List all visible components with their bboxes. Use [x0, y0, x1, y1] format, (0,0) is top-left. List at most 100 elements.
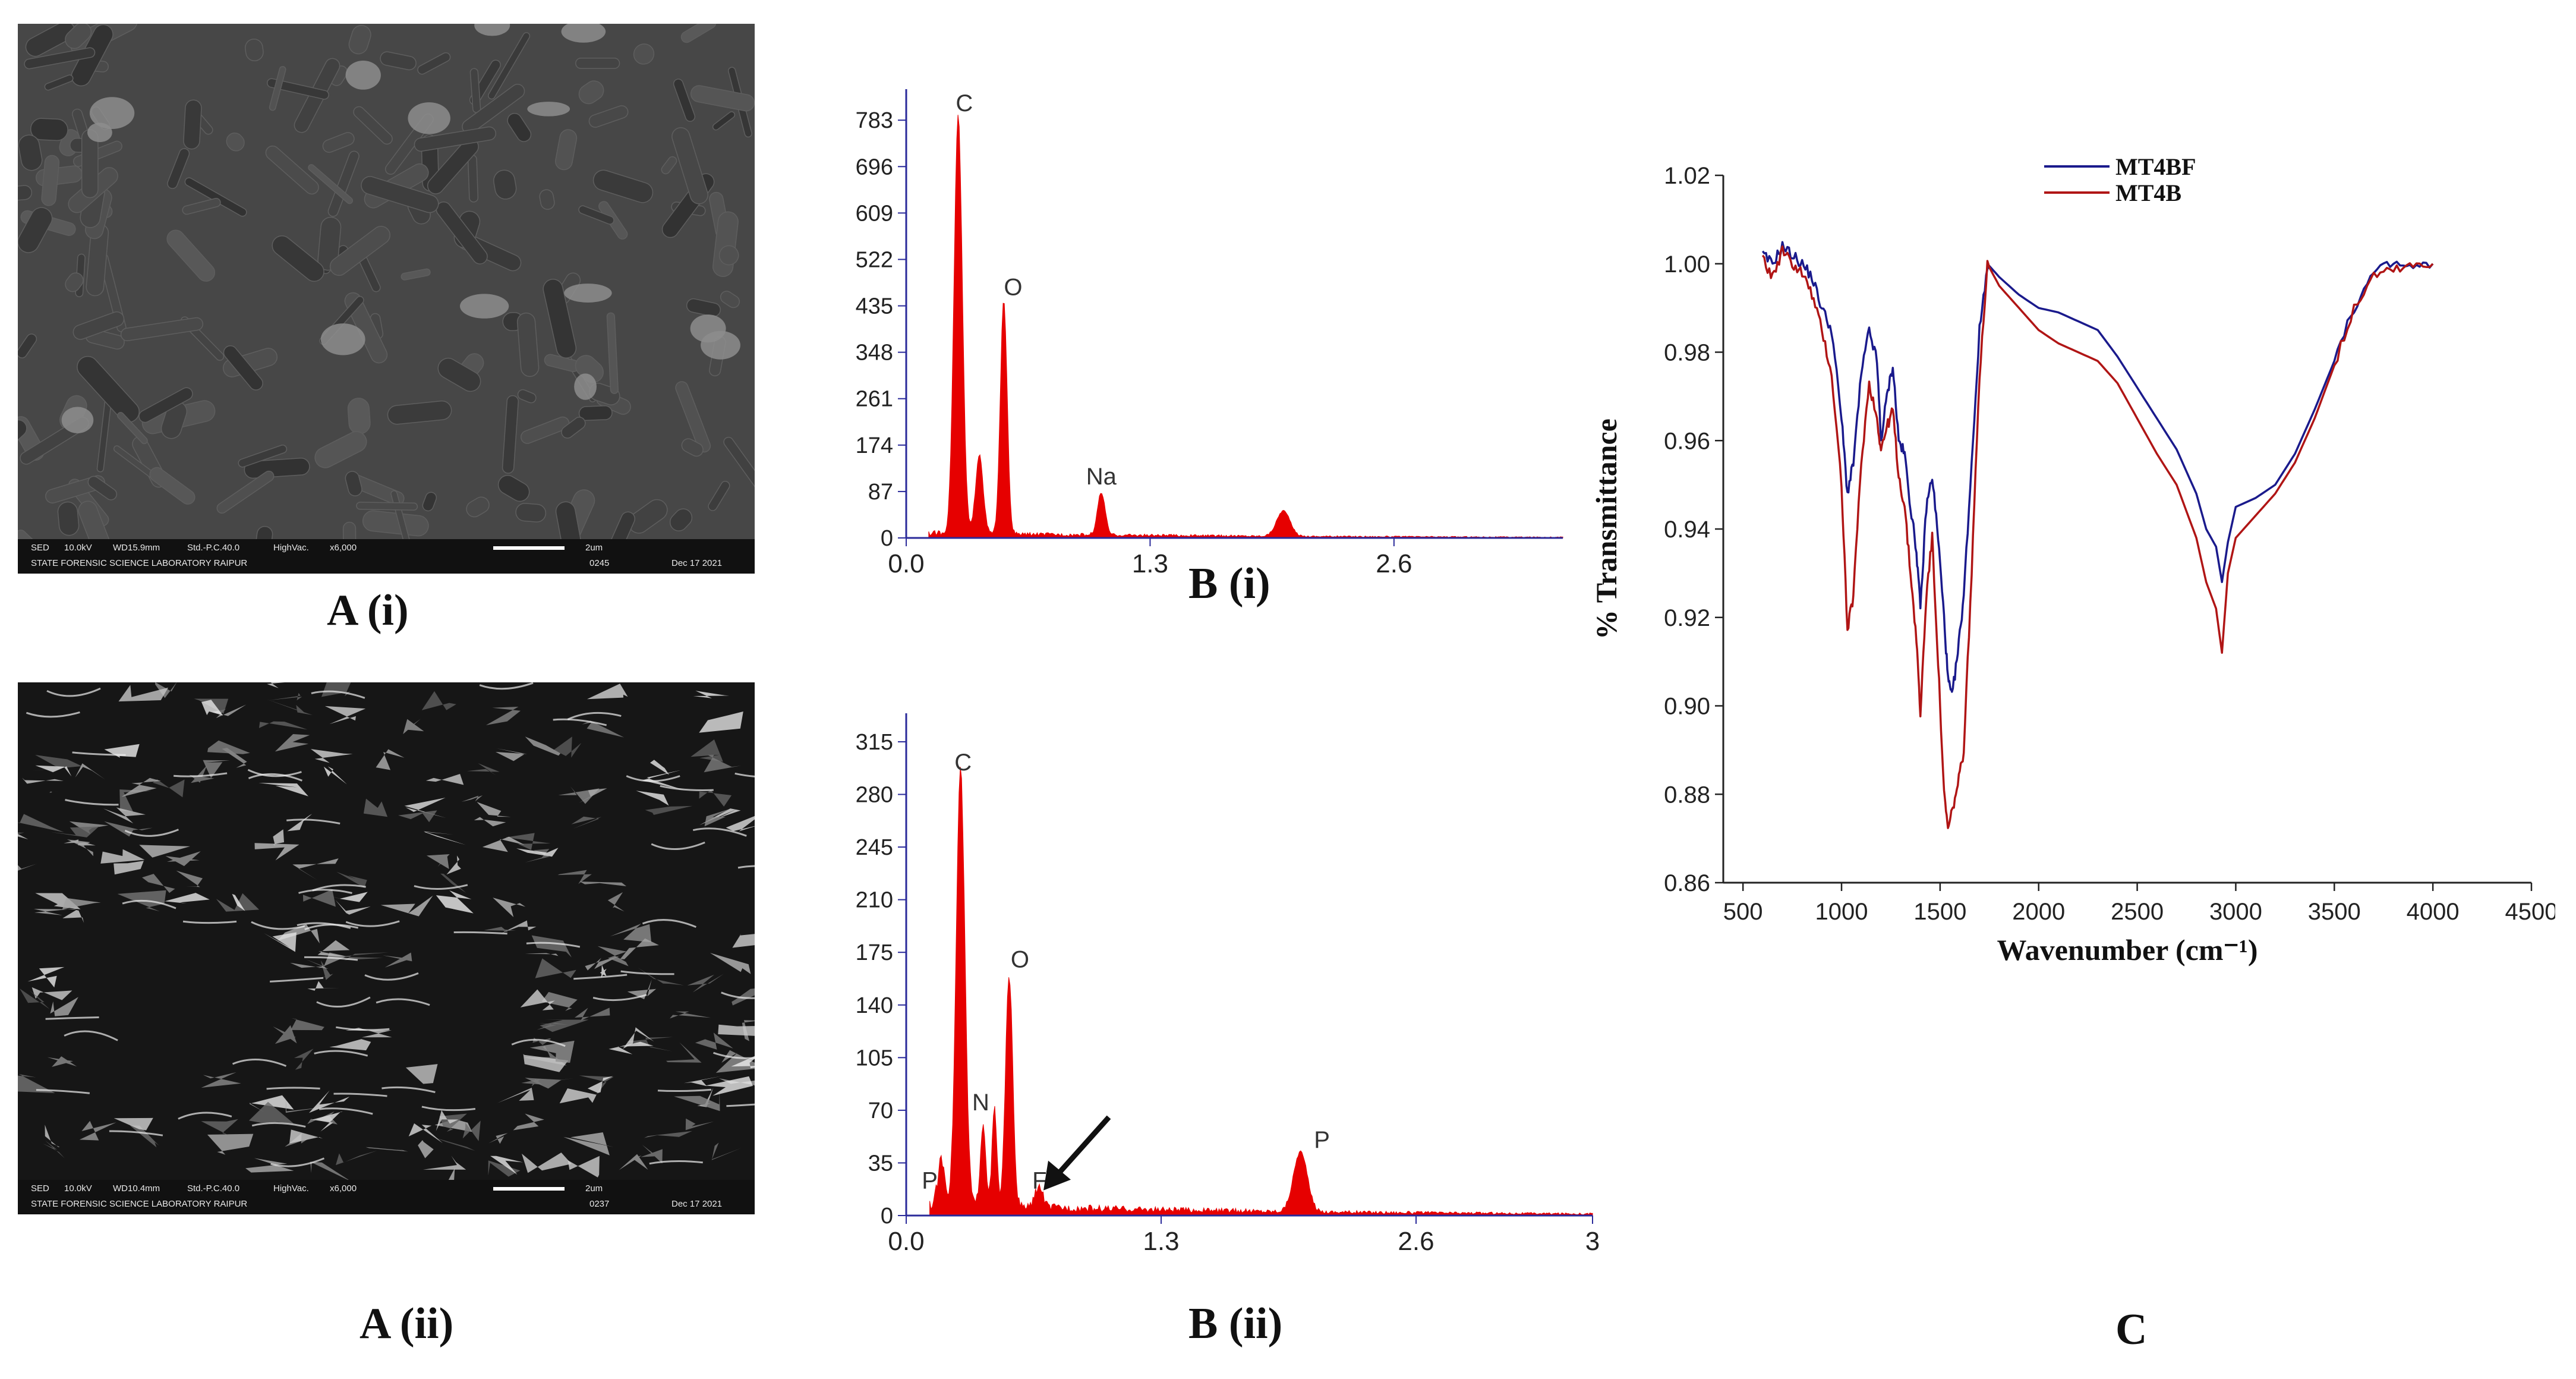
- x-tick-label: 1500: [1913, 899, 1966, 925]
- y-tick-label: 315: [856, 730, 893, 755]
- y-tick-label: 35: [868, 1151, 893, 1176]
- sem-scale-bar: [493, 546, 565, 550]
- y-tick-label: 0.98: [1664, 340, 1710, 366]
- y-tick-label: 0.86: [1664, 870, 1710, 896]
- element-label: O: [1011, 947, 1029, 973]
- sem-vac: HighVac.: [273, 1183, 309, 1194]
- eds-spectrum-b2: 0 35 70 105 140 175 210 245 280 315 0.0 1.3 2.6 3 C O N P…: [856, 713, 1600, 1254]
- sem-kv: 10.0kV: [64, 1183, 92, 1194]
- panel-label-a2: A (ii): [360, 1299, 454, 1348]
- sem-image-a1: SED 10.0kV WD15.9mm Std.-P.C.40.0 HighVa…: [18, 24, 755, 574]
- sem-image-a2: SED 10.0kV WD10.4mm Std.-P.C.40.0 HighVa…: [18, 682, 755, 1214]
- sem-texture-a2: [18, 682, 755, 1180]
- y-tick-label: 0.88: [1664, 782, 1710, 808]
- sem-std: Std.-P.C.40.0: [187, 543, 240, 553]
- y-tick-label: 1.02: [1664, 163, 1710, 189]
- y-tick-label: 261: [856, 387, 893, 412]
- element-label: P: [1314, 1127, 1330, 1153]
- y-tick-label: 174: [856, 433, 893, 458]
- y-tick-label: 0.96: [1664, 428, 1710, 454]
- sem-vac: HighVac.: [273, 543, 309, 553]
- sem-mode: SED: [31, 1183, 49, 1194]
- sem-wd: WD10.4mm: [113, 1183, 160, 1194]
- x-tick-label: 3000: [2209, 899, 2262, 925]
- x-tick-label: 1.3: [1143, 1227, 1179, 1254]
- y-tick-label: 783: [856, 108, 893, 133]
- x-tick-label: 2500: [2111, 899, 2164, 925]
- y-tick-label: 1.00: [1664, 251, 1710, 278]
- x-tick-label: 3500: [2308, 899, 2361, 925]
- element-label: C: [954, 750, 972, 776]
- y-tick-label: 0.90: [1664, 694, 1710, 720]
- spectrum-area: [928, 115, 1563, 539]
- legend-label-mt4b: MT4B: [2115, 180, 2181, 206]
- element-label: P: [922, 1167, 938, 1194]
- element-label: O: [1004, 275, 1022, 301]
- panel-label-c: C: [2115, 1305, 2148, 1354]
- sem-scale-label: 2um: [585, 543, 603, 553]
- panel-label-b1: B (i): [1188, 559, 1270, 608]
- sem-scale-label: 2um: [585, 1183, 603, 1194]
- x-tick-label: 500: [1723, 899, 1763, 925]
- sem-mode: SED: [31, 543, 49, 553]
- x-axis-label: Wavenumber (cm⁻¹): [1997, 933, 2257, 966]
- y-tick-label: 105: [856, 1046, 893, 1071]
- x-tick-label: 4500: [2505, 899, 2555, 925]
- y-tick-label: 140: [856, 993, 893, 1018]
- panel-label-a1: A (i): [327, 586, 409, 635]
- x-tick-label: 2.6: [1398, 1227, 1434, 1254]
- sem-date: Dec 17 2021: [671, 558, 723, 568]
- y-tick-label: 245: [856, 835, 893, 860]
- x-tick-label: 0.0: [888, 549, 924, 578]
- y-tick-label: 210: [856, 888, 893, 913]
- x-tick-label: 1.3: [1132, 549, 1168, 578]
- y-tick-label: 175: [856, 940, 893, 965]
- series-line-mt4bf: [1761, 241, 2434, 693]
- y-tick-label: 0.94: [1664, 517, 1710, 543]
- sem-scale-bar: [493, 1187, 565, 1191]
- arrow-shaft: [1051, 1115, 1111, 1182]
- y-tick-label: 522: [856, 247, 893, 272]
- element-label: Na: [1086, 464, 1117, 490]
- eds-spectrum-b1: 0 87 174 261 348 435 522 609 696 783 0.0 1.3 2.6 C O Na: [856, 89, 1563, 578]
- y-tick-label: 696: [856, 155, 893, 180]
- element-label: C: [956, 90, 973, 117]
- sem-lab: STATE FORENSIC SCIENCE LABORATORY RAIPUR: [31, 558, 248, 568]
- spectrum-area: [929, 767, 1593, 1216]
- y-tick-label: 0: [881, 526, 893, 551]
- x-tick-label: 3: [1585, 1227, 1600, 1254]
- sem-mag: x6,000: [330, 543, 357, 553]
- sem-info-bar-a2: SED 10.0kV WD10.4mm Std.-P.C.40.0 HighVa…: [18, 1180, 755, 1214]
- y-tick-label: 435: [856, 294, 893, 319]
- sem-std: Std.-P.C.40.0: [187, 1183, 240, 1194]
- y-tick-label: 280: [856, 783, 893, 808]
- y-tick-label: 70: [868, 1098, 893, 1123]
- y-tick-label: 0: [881, 1204, 893, 1229]
- sem-wd: WD15.9mm: [113, 543, 160, 553]
- y-tick-label: 0.92: [1664, 605, 1710, 631]
- x-tick-label: 1000: [1815, 899, 1868, 925]
- y-tick-label: 87: [868, 480, 893, 505]
- sem-texture-a1: [18, 24, 755, 539]
- series-line-mt4b: [1761, 245, 2434, 829]
- x-tick-label: 2000: [2012, 899, 2065, 925]
- sem-num: 0245: [589, 558, 610, 568]
- sem-info-bar-a1: SED 10.0kV WD15.9mm Std.-P.C.40.0 HighVa…: [18, 539, 755, 574]
- sem-lab: STATE FORENSIC SCIENCE LABORATORY RAIPUR: [31, 1199, 248, 1209]
- sem-date: Dec 17 2021: [671, 1199, 723, 1209]
- panel-label-b2: B (ii): [1188, 1299, 1283, 1348]
- legend-label-mt4bf: MT4BF: [2115, 153, 2196, 180]
- arrow-head: [1043, 1160, 1071, 1191]
- y-tick-label: 348: [856, 341, 893, 366]
- x-tick-label: 0.0: [888, 1227, 924, 1254]
- ftir-chart: 0.86 0.88 0.90 0.92 0.94 0.96 0.98 1.00 1.02 500 1…: [1590, 153, 2555, 966]
- x-tick-label: 2.6: [1376, 549, 1412, 578]
- element-label: N: [972, 1090, 989, 1116]
- x-tick-label: 4000: [2407, 899, 2460, 925]
- sem-kv: 10.0kV: [64, 543, 92, 553]
- y-axis-label: % Transmittance: [1590, 418, 1623, 640]
- sem-num: 0237: [589, 1199, 610, 1209]
- y-tick-label: 609: [856, 201, 893, 226]
- sem-mag: x6,000: [330, 1183, 357, 1194]
